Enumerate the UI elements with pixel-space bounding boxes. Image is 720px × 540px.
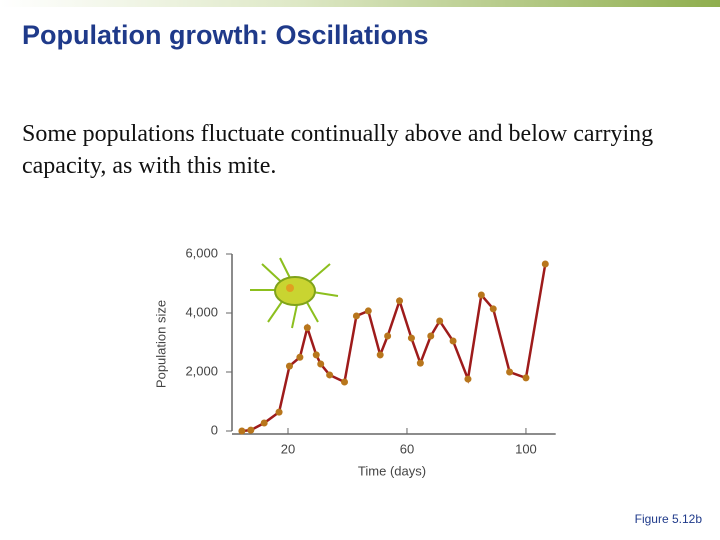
data-point — [464, 375, 472, 383]
data-point — [352, 312, 360, 320]
x-axis-label: Time (days) — [358, 463, 426, 478]
data-point — [541, 260, 549, 268]
x-tick-label: 20 — [281, 441, 295, 456]
data-point — [436, 317, 444, 325]
y-tick-label: 4,000 — [185, 304, 218, 319]
y-axis-label: Population size — [153, 300, 168, 388]
data-point — [364, 307, 372, 315]
mite-illustration — [250, 257, 339, 329]
data-point — [376, 351, 384, 359]
data-point — [427, 332, 435, 340]
y-tick-label: 0 — [211, 422, 218, 437]
data-point — [384, 332, 392, 340]
data-point — [247, 426, 255, 434]
data-point — [407, 334, 415, 342]
data-point — [506, 368, 514, 376]
data-point — [238, 427, 246, 435]
data-point — [449, 337, 457, 345]
data-point — [522, 374, 530, 382]
data-point — [296, 353, 304, 361]
data-point — [416, 359, 424, 367]
slide-title: Population growth: Oscillations — [22, 20, 429, 50]
body-text: Some populations fluctuate continually a… — [22, 121, 654, 179]
data-point — [275, 408, 283, 416]
figure-caption: Figure 5.12b — [634, 512, 702, 526]
x-tick-label: 100 — [515, 441, 537, 456]
top-bar — [0, 0, 720, 7]
data-point — [341, 378, 349, 386]
data-point — [260, 419, 268, 427]
data-point — [317, 360, 325, 368]
x-tick-label: 60 — [400, 441, 414, 456]
data-point — [396, 297, 404, 305]
y-tick-label: 6,000 — [185, 245, 218, 260]
data-point — [489, 305, 497, 313]
data-point — [285, 362, 293, 370]
data-point — [326, 371, 334, 379]
y-tick-label: 2,000 — [185, 363, 218, 378]
data-point — [303, 324, 311, 332]
data-point — [477, 291, 485, 299]
data-point — [312, 351, 320, 359]
